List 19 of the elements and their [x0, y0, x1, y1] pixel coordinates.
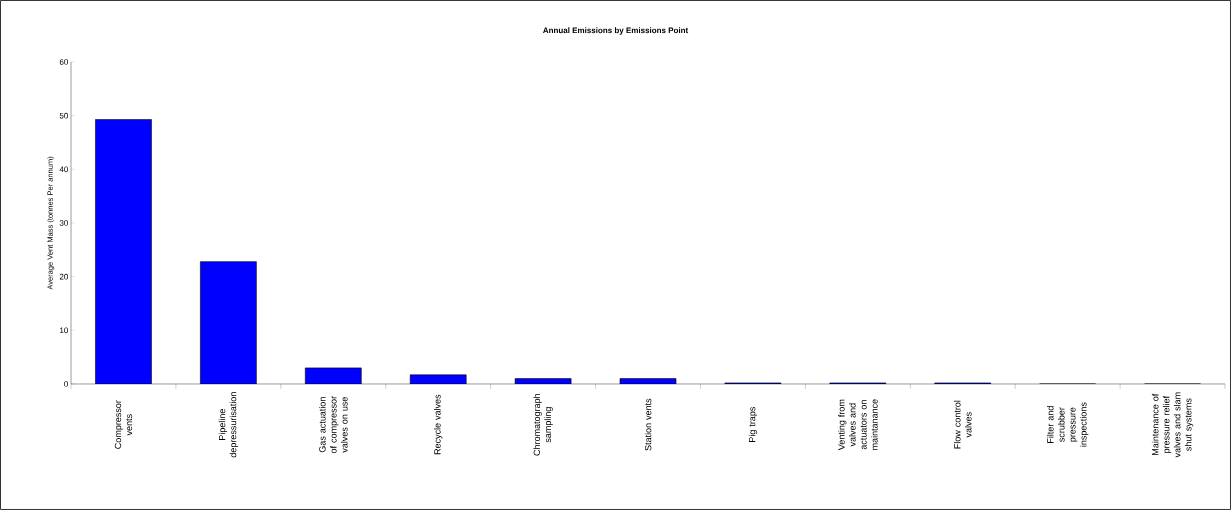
y-tick-label: 20: [59, 273, 68, 280]
x-tick-label: Recycle valves: [434, 394, 443, 455]
x-tick-label: Flow control valves: [953, 400, 972, 449]
x-tick-label: Compressor vents: [114, 400, 133, 449]
x-tick-label: Gas actuation of compressor valves on use: [318, 396, 348, 454]
x-tick-label: Venting from valves and actuators on maintanance: [838, 399, 878, 451]
x-tick-label: Chromatograph sampling: [533, 394, 553, 456]
x-tick-label: Pipeline depressurisation: [218, 392, 239, 458]
y-tick-label: 10: [60, 327, 68, 334]
x-tick-label: Maintenance of pressure relief valves and slam shut systems: [1151, 392, 1194, 458]
y-tick-label: 0: [64, 381, 68, 387]
x-tick-label: Pig traps: [748, 407, 758, 442]
y-tick-label: 50: [59, 112, 68, 119]
y-tick-label: 40: [59, 166, 68, 173]
chart-title: Annual Emissions by Emissions Point: [543, 27, 689, 35]
y-tick-label: 60: [59, 59, 68, 65]
x-tick-label: Filter and scrubber pressure inspections: [1046, 402, 1089, 447]
y-tick-label: 30: [59, 220, 68, 226]
x-tick-label: Station vents: [644, 398, 652, 451]
